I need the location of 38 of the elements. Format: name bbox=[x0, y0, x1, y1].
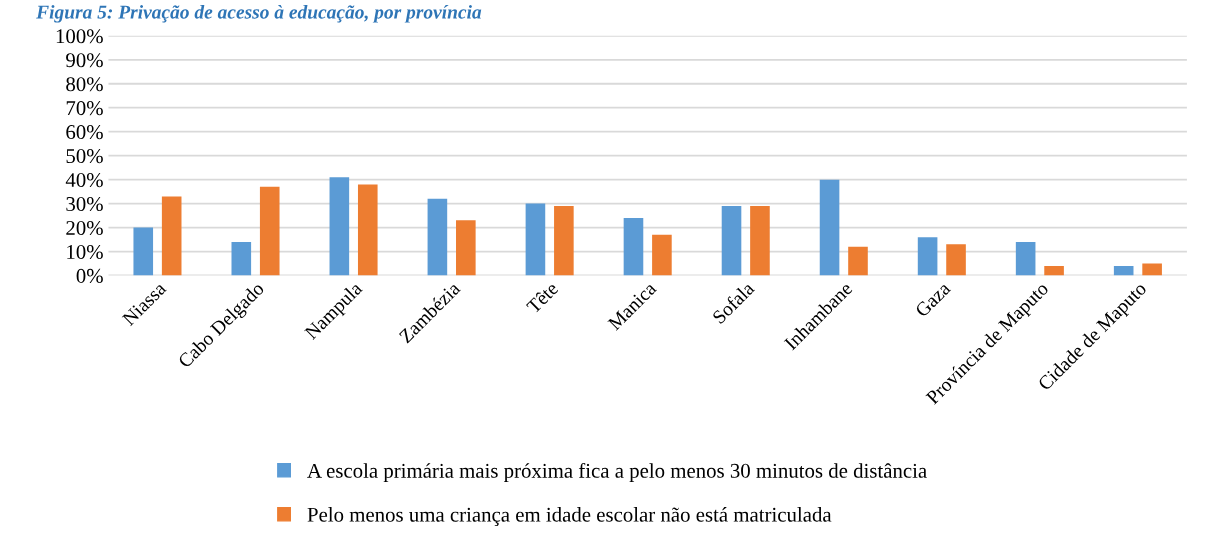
bar bbox=[525, 203, 546, 276]
bar bbox=[721, 205, 742, 276]
bar bbox=[652, 234, 672, 276]
y-tick-label: 10% bbox=[67, 244, 103, 260]
bar bbox=[456, 220, 476, 276]
bar bbox=[1142, 263, 1162, 276]
bar bbox=[1113, 265, 1134, 276]
legend-label: A escola primária mais próxima fica a pelo menos 30 minutos de distância bbox=[307, 462, 927, 483]
bar bbox=[161, 196, 182, 276]
bar bbox=[946, 244, 966, 276]
bar bbox=[848, 246, 868, 276]
y-tick-label: 90% bbox=[66, 53, 103, 68]
bar bbox=[231, 241, 252, 276]
y-tick-label: 80% bbox=[66, 77, 103, 92]
bar bbox=[357, 184, 378, 276]
y-tick-label: 50% bbox=[66, 149, 103, 164]
y-tick-label: 100% bbox=[56, 29, 103, 44]
chart-title: Figura 5: Privação de acesso à educação, por província bbox=[36, 4, 482, 23]
bar bbox=[819, 179, 840, 276]
bar bbox=[133, 227, 154, 276]
y-tick-label: 30% bbox=[66, 196, 103, 212]
bar bbox=[917, 237, 938, 276]
legend-label: Pelo menos uma criança em idade escolar não está matriculada bbox=[307, 507, 832, 526]
y-tick-label: 60% bbox=[66, 125, 103, 140]
bar bbox=[1044, 265, 1064, 276]
bar bbox=[554, 205, 574, 276]
y-tick-label: 70% bbox=[66, 101, 103, 116]
bar bbox=[427, 198, 448, 276]
bar bbox=[750, 205, 770, 276]
bar bbox=[259, 186, 280, 276]
y-tick-label: 0% bbox=[76, 268, 103, 283]
bar bbox=[329, 177, 350, 276]
x-tick-label: Gaza bbox=[914, 280, 952, 318]
bar bbox=[623, 217, 644, 276]
y-tick-label: 20% bbox=[66, 220, 103, 236]
x-tick-label: Tête bbox=[525, 280, 559, 315]
y-tick-label: 40% bbox=[65, 173, 103, 188]
bar bbox=[1015, 241, 1036, 276]
